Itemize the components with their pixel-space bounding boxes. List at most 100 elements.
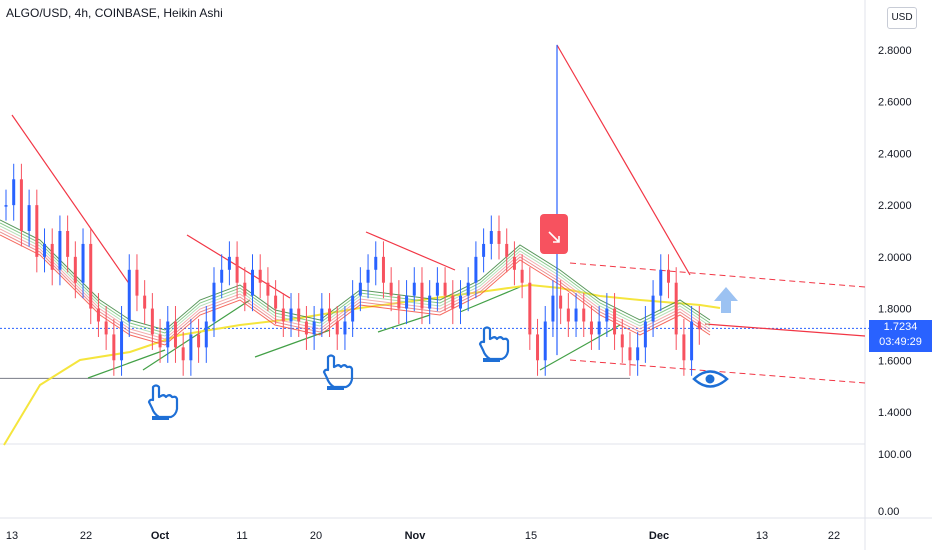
- support-trendline: [87, 349, 166, 379]
- pointing-hand-cuff: [152, 416, 169, 420]
- candle-body: [212, 282, 216, 322]
- candle-body: [381, 256, 385, 283]
- y-tick-label: 1.8000: [878, 304, 912, 316]
- pointing-hand-icon: [147, 384, 179, 420]
- support-trendline: [377, 314, 431, 333]
- candle-body: [343, 321, 347, 335]
- candle-body: [166, 321, 170, 348]
- up-arrow-icon: [714, 287, 738, 313]
- candle-body: [220, 269, 224, 283]
- x-tick-label: Nov: [405, 530, 427, 542]
- candle-body: [428, 295, 432, 309]
- support-trendline: [539, 324, 621, 371]
- candle-body: [389, 282, 393, 296]
- ema-ribbon-line: [0, 234, 711, 346]
- pointing-hand-cuff: [483, 358, 500, 362]
- candle-body: [197, 334, 201, 348]
- resistance-trendline: [365, 231, 456, 271]
- candle-body: [258, 269, 262, 283]
- candle-body: [81, 243, 85, 283]
- candle-body: [89, 243, 93, 309]
- candle-body: [366, 269, 370, 283]
- candle-body: [158, 334, 162, 348]
- down-arrow-badge-icon: [540, 214, 568, 254]
- candle-body: [643, 321, 647, 348]
- channel-bottom: [569, 359, 866, 384]
- candle-body: [628, 347, 632, 361]
- candle-body: [536, 334, 540, 361]
- candle-body: [150, 308, 154, 335]
- ema-ribbon-line: [0, 222, 711, 334]
- y-tick-label: 2.8000: [878, 45, 912, 57]
- candle-body: [297, 308, 301, 322]
- x-tick-label: 20: [310, 530, 322, 542]
- candle-body: [235, 256, 239, 283]
- candle-body: [636, 347, 640, 361]
- ema-ribbon: [0, 219, 721, 446]
- y-tick-label: 2.6000: [878, 97, 912, 109]
- candle-body: [19, 179, 23, 231]
- candle-body: [266, 282, 270, 296]
- candle-body: [697, 321, 701, 330]
- pointing-hand-cuff: [327, 386, 344, 390]
- chart-title: ALGO/USD, 4h, COINBASE, Heikin Ashi: [6, 6, 223, 20]
- y-tick-label: 2.2000: [878, 200, 912, 212]
- ema-ribbon-line: [0, 219, 711, 331]
- annotations: [147, 214, 738, 420]
- candle-body: [243, 282, 247, 296]
- candle-body: [12, 179, 16, 206]
- candle-body: [104, 321, 108, 335]
- candle-body: [181, 347, 185, 361]
- candle-body: [497, 231, 501, 244]
- candle-body: [43, 243, 47, 257]
- candle-body: [512, 256, 516, 270]
- pointing-hand-icon: [478, 326, 510, 362]
- resistance-extension: [704, 323, 866, 337]
- down-arrow-glyph: [548, 231, 560, 243]
- candle-body: [335, 321, 339, 335]
- candle-body: [397, 295, 401, 309]
- candle-body: [127, 269, 131, 322]
- candle-body: [251, 269, 255, 296]
- candle-body: [96, 308, 100, 322]
- candle-body: [528, 282, 532, 335]
- candle-body: [289, 308, 293, 322]
- ema-line: [3, 283, 721, 446]
- candle-body: [505, 243, 509, 257]
- candle-body: [358, 282, 362, 296]
- candle-body: [412, 282, 416, 296]
- resistance-trendline: [556, 44, 691, 276]
- candle-body: [543, 321, 547, 361]
- candle-body: [659, 269, 663, 296]
- eye-icon: [692, 370, 729, 388]
- candle-body: [420, 282, 424, 309]
- candle-body: [613, 308, 617, 335]
- candle-body: [73, 256, 77, 283]
- candle-body: [566, 308, 570, 322]
- x-axis: 13 22 Oct 11 20 Nov 15 Dec 13 22: [6, 530, 840, 542]
- candle-body: [674, 282, 678, 335]
- candle-body: [173, 321, 177, 348]
- current-price-label: 1.7234: [883, 321, 918, 333]
- x-tick-label: 22: [80, 530, 92, 542]
- candle-body: [374, 256, 378, 270]
- candle-body: [35, 205, 39, 257]
- candle-body: [143, 295, 147, 309]
- candle-body: [4, 205, 8, 207]
- candle-body: [559, 295, 563, 309]
- pointing-hand-outline: [478, 326, 510, 361]
- candle-body: [451, 295, 455, 309]
- lower-y-tick-label: 0.00: [878, 506, 899, 518]
- currency-button[interactable]: USD: [887, 7, 917, 29]
- candles: [4, 44, 701, 376]
- candle-body: [304, 321, 308, 335]
- pointing-hand-outline: [322, 354, 354, 389]
- x-tick-label: 15: [525, 530, 537, 542]
- x-tick-label: Oct: [151, 530, 170, 542]
- candle-body: [489, 231, 493, 244]
- candle-body: [551, 295, 555, 322]
- candle-body: [204, 321, 208, 348]
